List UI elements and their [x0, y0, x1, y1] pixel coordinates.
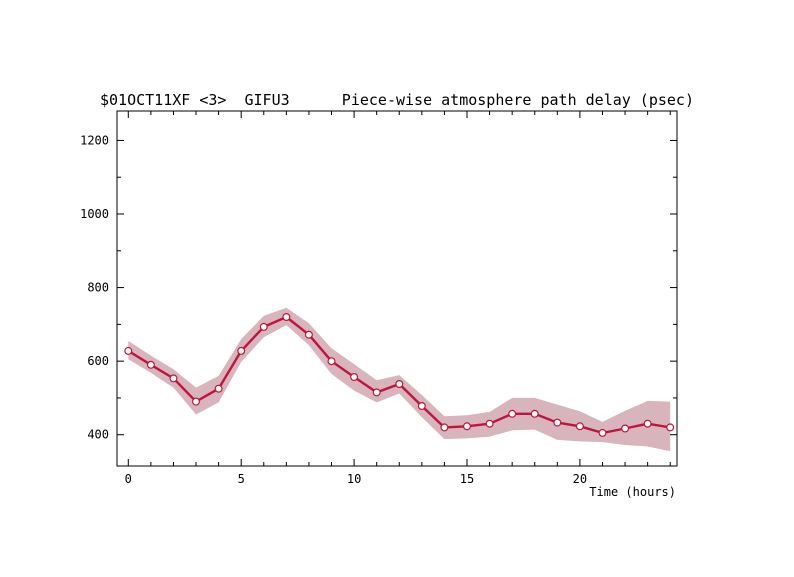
plot-frame [116, 110, 678, 467]
y-tick-label: 1000 [80, 207, 109, 221]
data-point [463, 422, 472, 431]
data-point [124, 346, 133, 355]
data-point [530, 409, 539, 418]
y-tick-label: 400 [87, 428, 109, 442]
data-point [553, 418, 562, 427]
data-point [575, 422, 584, 431]
data-point [259, 322, 268, 331]
x-tick-label: 5 [238, 472, 245, 486]
y-tick-label: 600 [87, 354, 109, 368]
y-tick-label: 1200 [80, 133, 109, 147]
data-point [214, 384, 223, 393]
x-tick-label: 10 [347, 472, 361, 486]
data-point [169, 374, 178, 383]
data-point [508, 409, 517, 418]
data-point [304, 330, 313, 339]
data-point [485, 419, 494, 428]
data-point [395, 380, 404, 389]
data-point [598, 428, 607, 437]
data-point [643, 419, 652, 428]
data-point [237, 346, 246, 355]
x-tick-label: 20 [573, 472, 587, 486]
plot-area: 0 5 10 15 20 400 600 800 1000 1200 [80, 110, 678, 486]
data-point [621, 424, 630, 433]
chart-title-right: Piece-wise atmosphere path delay (psec) [342, 91, 694, 109]
chart-title-left: $01OCT11XF <3> GIFU3 [100, 91, 290, 109]
data-point [372, 388, 381, 397]
x-axis-label: Time (hours) [589, 485, 676, 499]
data-point [146, 360, 155, 369]
data-point [192, 397, 201, 406]
data-point [350, 373, 359, 382]
data-point [282, 313, 291, 322]
data-point [417, 402, 426, 411]
x-tick-label: 0 [125, 472, 132, 486]
data-point [440, 423, 449, 432]
data-point [327, 357, 336, 366]
y-tick-label: 800 [87, 281, 109, 295]
x-tick-label: 15 [460, 472, 474, 486]
data-point [666, 423, 675, 432]
